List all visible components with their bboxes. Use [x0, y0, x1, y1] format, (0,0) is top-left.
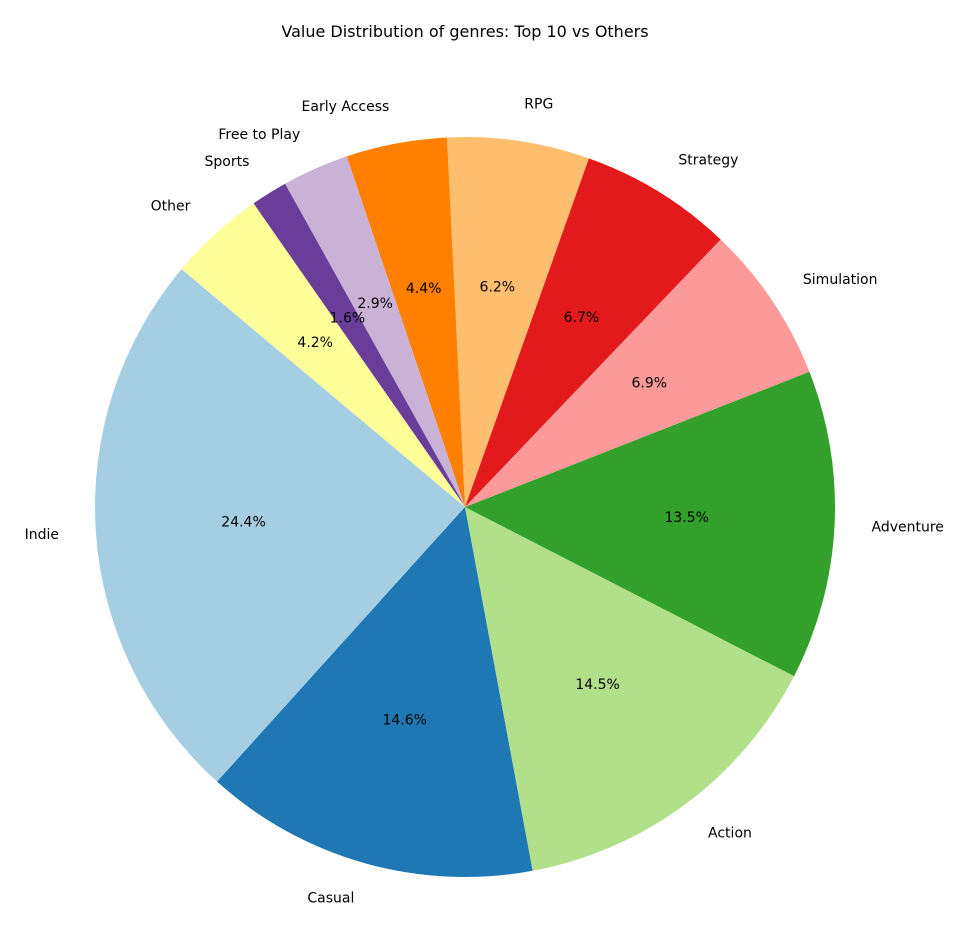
- percent-label: 4.4%: [406, 281, 442, 297]
- percent-labels: 24.4% 14.6% 14.5% 13.5% 6.9% 6.7% 6.2% 4.4% 2.9%…: [221, 279, 709, 728]
- percent-label: 6.9%: [632, 375, 668, 391]
- percent-label: 6.7%: [564, 310, 600, 326]
- slice-labels: Indie Casual Action Adventure Simulation Stra…: [25, 96, 944, 906]
- percent-label: 14.5%: [575, 677, 619, 693]
- pie-slice-indie: [94, 269, 465, 782]
- pie-slice-casual: [217, 507, 533, 878]
- percent-label: 6.2%: [480, 279, 516, 295]
- slice-label: Indie: [25, 527, 59, 543]
- slice-label: Adventure: [871, 519, 943, 535]
- percent-label: 2.9%: [357, 296, 393, 312]
- pie-slice-action: [465, 507, 795, 871]
- slice-label: Strategy: [678, 152, 738, 168]
- pie-slice-other: [181, 203, 466, 507]
- pie-slice-strategy: [465, 158, 721, 507]
- chart-title: Value Distribution of genres: Top 10 vs …: [281, 22, 648, 41]
- slice-label: RPG: [524, 96, 553, 112]
- pie-slice-sports: [253, 183, 465, 507]
- pie-slice-simulation: [465, 239, 810, 507]
- pie-slice-early-access: [346, 137, 465, 507]
- slice-label: Early Access: [302, 99, 390, 115]
- pie-slices: [94, 136, 836, 878]
- slice-label: Sports: [205, 154, 250, 170]
- slice-label: Casual: [307, 891, 354, 907]
- slice-label: Action: [708, 825, 752, 841]
- percent-label: 1.6%: [330, 311, 366, 327]
- percent-label: 24.4%: [221, 514, 265, 530]
- percent-label: 14.6%: [382, 713, 426, 729]
- percent-label: 4.2%: [297, 335, 333, 351]
- pie-slice-adventure: [465, 371, 836, 677]
- pie-slice-free-to-play: [285, 156, 465, 507]
- percent-label: 13.5%: [664, 510, 708, 526]
- slice-label: Simulation: [803, 272, 878, 288]
- slice-label: Free to Play: [218, 127, 300, 143]
- slice-label: Other: [151, 199, 191, 215]
- pie-slice-rpg: [446, 136, 589, 507]
